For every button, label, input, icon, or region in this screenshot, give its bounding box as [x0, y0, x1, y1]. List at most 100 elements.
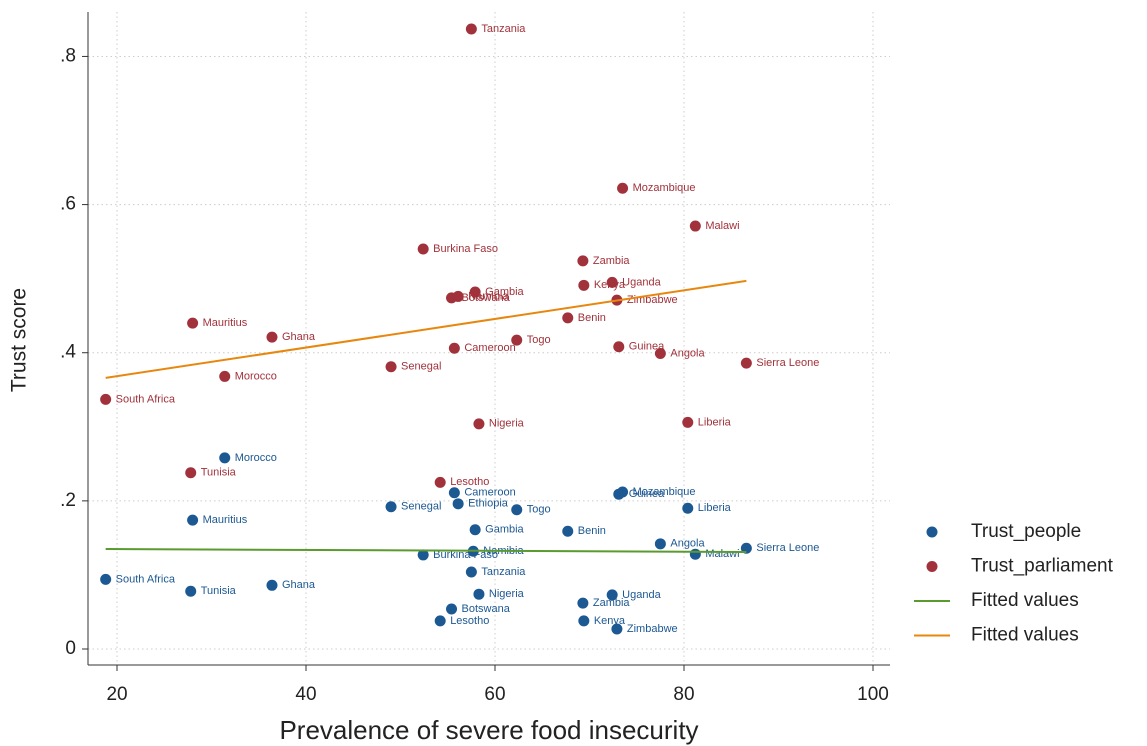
point	[385, 501, 397, 513]
point	[562, 312, 574, 324]
x-tick-label: 60	[484, 684, 505, 705]
point-label: Tanzania	[481, 23, 526, 35]
point	[434, 476, 446, 488]
legend-label: Fitted values	[971, 590, 1079, 611]
point	[219, 452, 231, 464]
point	[469, 286, 481, 298]
fit-line	[105, 548, 747, 553]
x-tick-label: 80	[673, 684, 694, 705]
point-label: Gambia	[485, 524, 524, 536]
point-label: Angola	[670, 538, 705, 550]
point-label: Mauritius	[203, 514, 248, 526]
point	[446, 292, 458, 304]
y-tick-label: .6	[60, 194, 76, 215]
point-label: Malawi	[705, 220, 739, 232]
point-label: Togo	[527, 334, 551, 346]
point	[613, 488, 625, 500]
point-label: Tunisia	[201, 467, 237, 479]
point-label: Togo	[527, 504, 551, 516]
point-label: Nigeria	[489, 588, 525, 600]
y-axis-title: Trust score	[8, 288, 31, 392]
point	[682, 416, 694, 428]
point	[417, 549, 429, 561]
point-label: Ghana	[282, 579, 316, 591]
point	[689, 548, 701, 560]
point	[187, 514, 199, 526]
point-label: Benin	[578, 525, 606, 537]
point	[385, 361, 397, 373]
point	[654, 538, 666, 550]
point-label: Mozambique	[633, 182, 696, 194]
point-label: Zimbabwe	[627, 623, 678, 635]
point	[469, 524, 481, 536]
point	[577, 255, 589, 267]
point	[740, 357, 752, 369]
point-label: Nigeria	[489, 418, 525, 430]
point-label: Cameroon	[464, 342, 515, 354]
point-label: Cameroon	[464, 487, 515, 499]
legend-label: Trust_parliament	[971, 556, 1114, 577]
point	[100, 573, 112, 585]
point	[473, 418, 485, 430]
point-label: Lesotho	[450, 476, 489, 488]
point	[417, 243, 429, 255]
point	[465, 23, 477, 35]
point-label: Gambia	[485, 286, 524, 298]
point-label: Senegal	[401, 361, 441, 373]
legend-label: Fitted values	[971, 625, 1079, 646]
point	[606, 589, 618, 601]
point	[473, 588, 485, 600]
point-label: Kenya	[594, 279, 626, 291]
point	[577, 597, 589, 609]
point-label: Namibia	[468, 290, 509, 302]
x-tick-label: 100	[857, 684, 889, 705]
point-label: Botswana	[462, 603, 511, 615]
point	[611, 623, 623, 635]
point	[219, 370, 231, 382]
point-label: Guinea	[629, 488, 665, 500]
point	[448, 342, 460, 354]
legend-label: Trust_people	[971, 521, 1081, 542]
point	[613, 341, 625, 353]
point-label: Liberia	[698, 502, 732, 514]
point	[465, 566, 477, 578]
point-label: Mozambique	[633, 486, 696, 498]
point-label: Zambia	[593, 597, 631, 609]
point-label: Senegal	[401, 501, 441, 513]
point	[689, 220, 701, 232]
point	[654, 347, 666, 359]
point-label: Uganda	[622, 589, 661, 601]
point-label: Botswana	[462, 292, 511, 304]
y-tick-label: .8	[60, 45, 76, 66]
point	[511, 334, 523, 346]
point-label: Benin	[578, 312, 606, 324]
point	[446, 603, 458, 615]
point-label: Ethiopia	[468, 498, 509, 510]
legend-swatch	[926, 526, 938, 538]
point-label: Angola	[670, 347, 705, 359]
point-label: South Africa	[116, 393, 176, 405]
x-tick-label: 20	[106, 684, 127, 705]
point-label: Guinea	[629, 341, 665, 353]
point-label: Tunisia	[201, 585, 237, 597]
point-label: Ghana	[282, 331, 316, 343]
point-label: Sierra Leone	[756, 357, 819, 369]
point	[266, 331, 278, 343]
point	[434, 615, 446, 627]
point-label: Kenya	[594, 615, 626, 627]
y-tick-label: 0	[65, 638, 76, 659]
y-tick-label: .2	[60, 490, 76, 511]
y-tick-label: .4	[60, 342, 76, 363]
point	[266, 579, 278, 591]
point	[185, 585, 197, 597]
point-label: Morocco	[235, 452, 277, 464]
point	[100, 393, 112, 405]
point-label: Tanzania	[481, 566, 526, 578]
point-label: Burkina Faso	[433, 549, 498, 561]
point-label: Morocco	[235, 370, 277, 382]
point	[185, 467, 197, 479]
point	[448, 487, 460, 499]
point-label: South Africa	[116, 573, 176, 585]
fit-line	[105, 279, 747, 379]
